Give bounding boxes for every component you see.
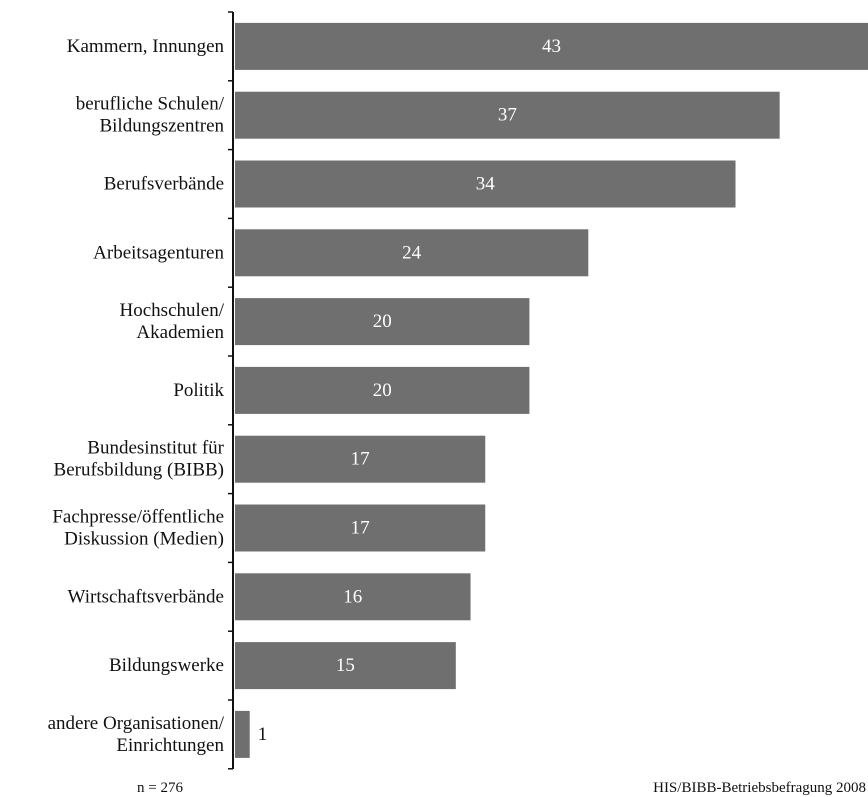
data-label: 16 <box>343 586 362 607</box>
category-label: Akademien <box>136 322 224 343</box>
category-label: Diskussion (Medien) <box>64 529 224 550</box>
data-label: 34 <box>476 174 496 195</box>
category-label: berufliche Schulen/ <box>76 94 225 115</box>
data-label: 24 <box>402 242 422 263</box>
data-label: 1 <box>258 724 268 745</box>
source-note: HIS/BIBB-Betriebsbefragung 2008 <box>653 780 866 797</box>
category-label: Berufsbildung (BIBB) <box>54 460 224 481</box>
bar <box>235 711 250 758</box>
category-label: Kammern, Innungen <box>67 36 225 57</box>
category-label: Einrichtungen <box>116 735 224 756</box>
data-label: 17 <box>351 518 370 539</box>
category-label: Berufsverbände <box>104 174 224 195</box>
sample-size-note: n = 276 <box>137 780 183 797</box>
category-label: Bildungswerke <box>109 655 224 676</box>
category-label: Bildungszentren <box>99 116 224 137</box>
category-label: Fachpresse/öffentliche <box>52 507 224 528</box>
data-label: 20 <box>373 311 392 332</box>
category-label: Bundesinstitut für <box>87 438 224 459</box>
category-label: Wirtschaftsverbände <box>68 586 224 607</box>
data-label: 37 <box>498 105 517 126</box>
category-label: Hochschulen/ <box>120 300 225 321</box>
data-label: 15 <box>336 655 355 676</box>
data-label: 20 <box>373 380 392 401</box>
category-label: Arbeitsagenturen <box>93 242 224 263</box>
data-label: 43 <box>542 36 561 57</box>
data-label: 17 <box>351 449 370 470</box>
category-label: Politik <box>173 380 224 401</box>
category-label: andere Organisationen/ <box>48 713 225 734</box>
